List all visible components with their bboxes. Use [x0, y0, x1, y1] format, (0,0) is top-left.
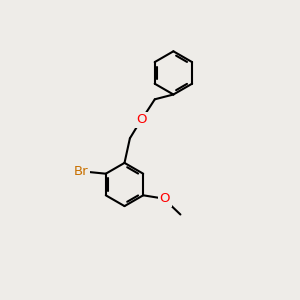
Text: Br: Br: [74, 165, 88, 178]
Text: O: O: [160, 192, 170, 206]
Text: O: O: [136, 113, 147, 126]
